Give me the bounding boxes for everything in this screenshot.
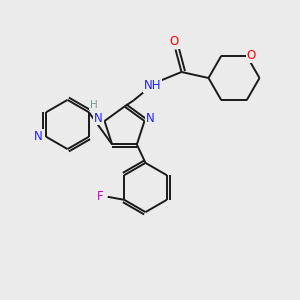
Text: N: N <box>146 112 155 124</box>
Text: NH: NH <box>144 79 161 92</box>
Text: F: F <box>97 190 104 203</box>
Text: N: N <box>94 112 103 124</box>
Text: O: O <box>247 50 256 62</box>
Text: O: O <box>169 35 178 49</box>
Text: N: N <box>34 130 43 143</box>
Text: H: H <box>90 100 98 110</box>
